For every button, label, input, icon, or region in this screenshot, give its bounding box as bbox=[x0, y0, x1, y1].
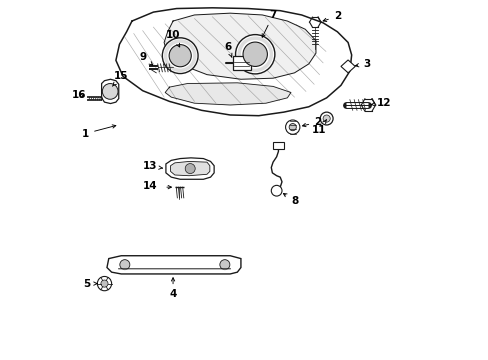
Circle shape bbox=[235, 35, 274, 74]
Polygon shape bbox=[170, 161, 209, 176]
Circle shape bbox=[97, 276, 111, 291]
Text: 2: 2 bbox=[302, 117, 321, 127]
Polygon shape bbox=[340, 60, 354, 73]
Text: 3: 3 bbox=[355, 59, 369, 69]
Polygon shape bbox=[102, 79, 119, 104]
Text: 7: 7 bbox=[262, 10, 276, 37]
Text: 6: 6 bbox=[224, 42, 231, 58]
Circle shape bbox=[323, 115, 329, 122]
Circle shape bbox=[102, 84, 118, 99]
Circle shape bbox=[169, 45, 191, 67]
Text: 2: 2 bbox=[323, 12, 340, 22]
Text: 4: 4 bbox=[169, 278, 176, 299]
Text: 8: 8 bbox=[283, 193, 298, 206]
Polygon shape bbox=[164, 13, 315, 79]
Circle shape bbox=[120, 260, 130, 270]
Text: 12: 12 bbox=[370, 98, 390, 108]
Text: 9: 9 bbox=[139, 52, 152, 65]
Circle shape bbox=[271, 185, 282, 196]
Text: 5: 5 bbox=[83, 279, 90, 289]
Text: 10: 10 bbox=[165, 30, 180, 47]
Text: 16: 16 bbox=[72, 90, 86, 100]
Text: 14: 14 bbox=[142, 181, 157, 192]
Polygon shape bbox=[165, 158, 214, 179]
Circle shape bbox=[220, 260, 229, 270]
Text: 15: 15 bbox=[112, 71, 128, 86]
Circle shape bbox=[243, 42, 267, 67]
Text: 13: 13 bbox=[142, 161, 163, 171]
Circle shape bbox=[162, 38, 198, 73]
Text: 1: 1 bbox=[82, 125, 116, 139]
Circle shape bbox=[185, 163, 195, 174]
FancyBboxPatch shape bbox=[232, 56, 250, 70]
Text: 11: 11 bbox=[312, 120, 326, 135]
Polygon shape bbox=[116, 8, 351, 116]
Circle shape bbox=[285, 120, 299, 134]
Circle shape bbox=[101, 280, 108, 287]
Polygon shape bbox=[165, 83, 290, 105]
FancyBboxPatch shape bbox=[272, 142, 284, 149]
Polygon shape bbox=[107, 256, 241, 274]
Circle shape bbox=[288, 123, 296, 131]
Circle shape bbox=[320, 112, 332, 125]
